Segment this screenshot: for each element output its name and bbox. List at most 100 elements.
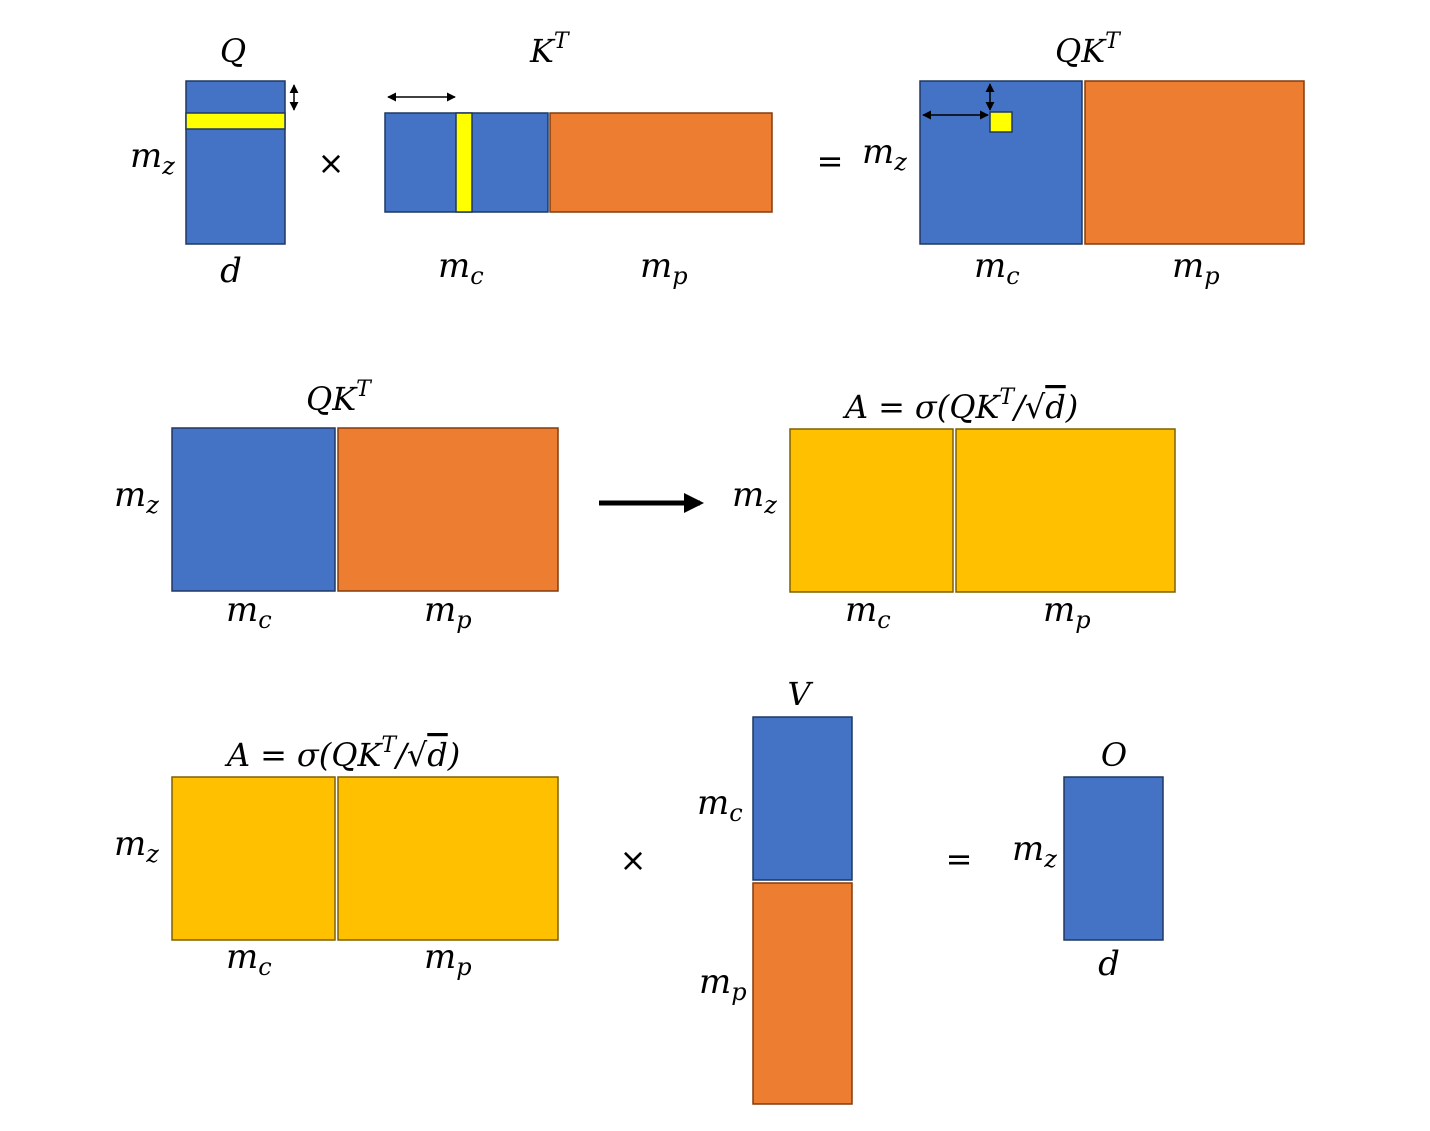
q-symbol: Q <box>331 736 357 774</box>
q-matrix-group: Q mz d <box>130 32 299 291</box>
p-subscript: p <box>1075 606 1090 634</box>
attention-formula-2: A = σ(QKT/√d) <box>224 733 460 774</box>
v-title: V <box>787 675 813 713</box>
attention-mz-label-1: mz <box>732 475 777 519</box>
attention-matrix-group-2: A = σ(QKT/√d) mz mc mp <box>114 733 559 981</box>
kt-prompt-block <box>549 112 773 213</box>
attention-cache-block-2 <box>171 776 336 941</box>
qkt-input-mz-label: mz <box>114 475 159 519</box>
k-symbol: K <box>974 388 1001 426</box>
c-subscript: c <box>729 799 742 827</box>
close-paren: ) <box>1065 388 1078 426</box>
q-symbol: Q <box>306 380 332 418</box>
d-symbol: d <box>427 736 447 774</box>
a-symbol: A <box>224 736 250 774</box>
attention-formula-1: A = σ(QKT/√d) <box>842 385 1078 426</box>
p-subscript: p <box>456 953 471 981</box>
c-subscript: c <box>258 606 271 634</box>
qkt-prompt-block <box>1084 80 1305 245</box>
slash-symbol: / <box>393 736 410 774</box>
c-subscript: c <box>470 262 483 290</box>
open-paren: ( <box>937 388 951 426</box>
k-symbol: K <box>1080 32 1107 70</box>
v-prompt-block <box>752 882 853 1105</box>
v-matrix-group: V mc mp <box>697 675 853 1105</box>
equals-operator-1: = <box>817 142 844 180</box>
m-symbol: m <box>1172 246 1204 286</box>
kt-mp-label: mp <box>640 246 688 290</box>
z-subscript: z <box>145 491 159 519</box>
k-symbol: K <box>356 736 383 774</box>
qkt-mz-label: mz <box>862 132 907 176</box>
attention-mc-label-2: mc <box>226 937 272 981</box>
qkt-input-group: QKT mz mc mp <box>114 377 559 634</box>
times-operator-2: × <box>620 841 647 879</box>
p-subscript: p <box>672 262 687 290</box>
p-subscript: p <box>1204 262 1219 290</box>
m-symbol: m <box>438 246 470 286</box>
open-paren: ( <box>319 736 333 774</box>
kt-highlight-column <box>455 112 473 213</box>
sqrt-symbol: √ <box>407 736 428 774</box>
c-subscript: c <box>877 606 890 634</box>
m-symbol: m <box>974 246 1006 286</box>
m-symbol: m <box>732 475 764 515</box>
t-superscript: T <box>1105 29 1122 54</box>
times-operator-1: × <box>318 144 345 182</box>
t-superscript: T <box>356 377 373 402</box>
qkt-input-cache-block <box>171 427 336 592</box>
q-rows-label: mz <box>130 136 175 180</box>
z-subscript: z <box>893 148 907 176</box>
qkt-title: QKT <box>1055 29 1122 70</box>
z-subscript: z <box>763 491 777 519</box>
attention-mz-label-2: mz <box>114 824 159 868</box>
m-symbol: m <box>1012 829 1044 869</box>
t-superscript: T <box>554 29 571 54</box>
sqrt-symbol: √ <box>1025 388 1046 426</box>
k-symbol: K <box>331 380 358 418</box>
equals-symbol: = <box>878 388 905 426</box>
qkt-highlight-cell <box>989 111 1013 133</box>
m-symbol: m <box>226 937 258 977</box>
q-highlight-row <box>185 112 286 130</box>
q-title: Q <box>220 32 246 70</box>
c-subscript: c <box>258 953 271 981</box>
p-subscript: p <box>731 978 746 1006</box>
qkt-cache-block <box>919 80 1083 245</box>
kt-title: KT <box>529 29 571 70</box>
z-subscript: z <box>145 840 159 868</box>
slash-symbol: / <box>1011 388 1028 426</box>
z-subscript: z <box>1043 845 1057 873</box>
attention-prompt-block-2 <box>337 776 559 941</box>
m-symbol: m <box>1043 590 1075 630</box>
attention-prompt-block-1 <box>955 428 1176 593</box>
equals-symbol: = <box>260 736 287 774</box>
m-symbol: m <box>697 783 729 823</box>
m-symbol: m <box>862 132 894 172</box>
m-symbol: m <box>424 590 456 630</box>
attention-mp-label-1: mp <box>1043 590 1091 634</box>
o-matrix-group: O mz d <box>1012 736 1164 984</box>
sigma-symbol: σ <box>915 388 938 426</box>
m-symbol: m <box>699 962 731 1002</box>
d-symbol: d <box>1045 388 1065 426</box>
kt-mc-label: mc <box>438 246 484 290</box>
q-symbol: Q <box>1055 32 1081 70</box>
m-symbol: m <box>640 246 672 286</box>
p-subscript: p <box>456 606 471 634</box>
m-symbol: m <box>845 590 877 630</box>
t-superscript: T <box>999 385 1016 410</box>
attention-mc-label-1: mc <box>845 590 891 634</box>
qkt-input-title: QKT <box>306 377 373 418</box>
c-subscript: c <box>1006 262 1019 290</box>
m-symbol: m <box>424 937 456 977</box>
m-symbol: m <box>114 824 146 864</box>
m-symbol: m <box>130 136 162 176</box>
a-symbol: A <box>842 388 868 426</box>
o-rows-label: mz <box>1012 829 1057 873</box>
z-subscript: z <box>161 152 175 180</box>
m-symbol: m <box>226 590 258 630</box>
v-mp-label: mp <box>699 962 747 1006</box>
equals-operator-2: = <box>946 840 973 878</box>
